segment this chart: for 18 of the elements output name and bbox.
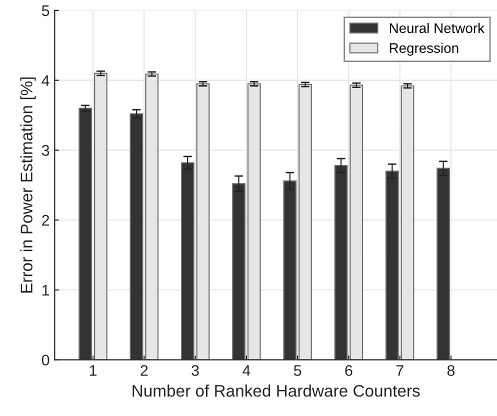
x-tick-label: 8 — [447, 365, 455, 376]
y-tick-label: 3 — [42, 145, 50, 156]
legend-label: Regression — [390, 42, 458, 56]
y-tick-label: 0 — [42, 354, 50, 366]
x-tick-label: 6 — [345, 365, 352, 376]
x-tick-label: 7 — [396, 365, 404, 376]
y-tick-label: 2 — [42, 214, 50, 226]
legend-label: Neural Network — [390, 22, 485, 34]
x-tick-label: 5 — [294, 365, 302, 376]
y-tick-label: 4 — [42, 75, 50, 86]
x-axis-title: Number of Ranked Hardware Counters — [132, 384, 420, 397]
y-axis-title: Error in Power Estimation [%] — [20, 77, 36, 293]
y-tick-label: 1 — [42, 284, 50, 296]
x-tick-label: 1 — [90, 365, 97, 376]
y-tick-label: 5 — [42, 5, 50, 16]
x-tick-label: 4 — [242, 365, 250, 376]
x-tick-label: 3 — [192, 365, 199, 376]
x-tick-label: 2 — [140, 365, 148, 376]
